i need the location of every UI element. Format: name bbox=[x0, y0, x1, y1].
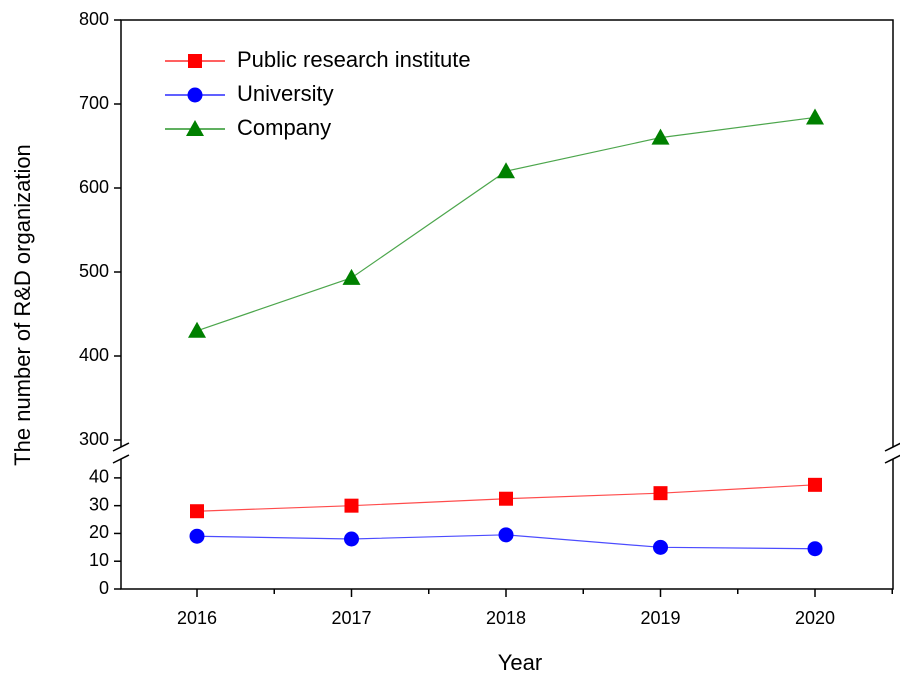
marker bbox=[190, 504, 204, 519]
y-tick-label: 300 bbox=[79, 429, 109, 449]
y-tick-label: 20 bbox=[89, 522, 109, 542]
x-tick-label: 2020 bbox=[795, 608, 835, 628]
marker bbox=[651, 128, 670, 145]
legend-label: Company bbox=[237, 115, 331, 140]
y-tick-label: 10 bbox=[89, 550, 109, 570]
y-tick-label: 400 bbox=[79, 345, 109, 365]
y-tick-label: 600 bbox=[79, 177, 109, 197]
y-tick-label: 800 bbox=[79, 9, 109, 29]
y-tick-label: 700 bbox=[79, 93, 109, 113]
y-tick-label: 30 bbox=[89, 494, 109, 514]
marker bbox=[499, 491, 513, 506]
axis-frame bbox=[120, 19, 894, 590]
axis-break bbox=[884, 442, 900, 464]
marker bbox=[188, 321, 206, 338]
marker bbox=[808, 477, 822, 492]
y-tick-label: 500 bbox=[79, 261, 109, 281]
x-tick-label: 2017 bbox=[331, 608, 371, 628]
x-tick-label: 2016 bbox=[177, 608, 217, 628]
x-axis-label: Year bbox=[498, 650, 542, 675]
marker bbox=[189, 528, 205, 544]
marker bbox=[344, 531, 359, 547]
marker bbox=[342, 268, 361, 285]
marker bbox=[653, 486, 668, 501]
axis-break bbox=[112, 442, 130, 464]
marker bbox=[497, 162, 515, 179]
x-tick-label: 2018 bbox=[486, 608, 526, 628]
y-tick-label: 0 bbox=[99, 578, 109, 598]
marker bbox=[653, 539, 668, 555]
marker bbox=[187, 87, 203, 103]
series-line bbox=[196, 116, 816, 332]
marker bbox=[188, 54, 202, 68]
marker bbox=[344, 498, 359, 513]
marker bbox=[806, 108, 824, 125]
y-axis-label: The number of R&D organization bbox=[10, 144, 35, 466]
y-tick-label: 40 bbox=[89, 467, 109, 487]
marker bbox=[807, 541, 823, 557]
marker bbox=[186, 120, 204, 136]
legend-label: University bbox=[237, 81, 334, 106]
legend-label: Public research institute bbox=[237, 47, 471, 72]
marker bbox=[498, 527, 514, 543]
x-tick-label: 2019 bbox=[640, 608, 680, 628]
